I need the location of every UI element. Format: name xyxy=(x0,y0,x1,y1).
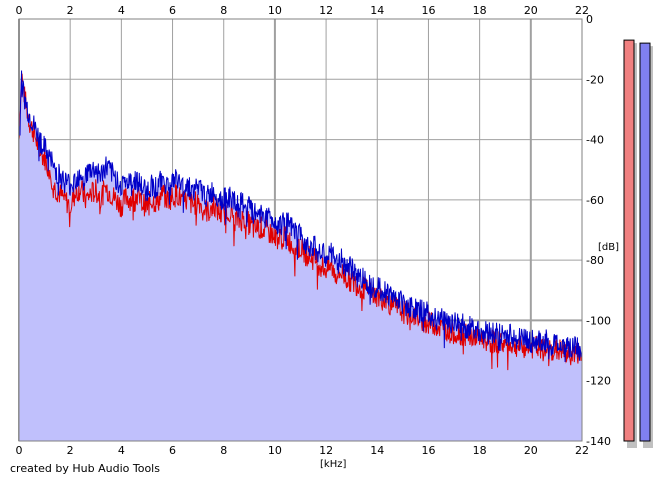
y-tick-4: -80 xyxy=(586,254,604,267)
x-tick-bottom-8: 16 xyxy=(421,444,435,457)
x-tick-top-7: 14 xyxy=(370,4,384,17)
x-tick-bottom-5: 10 xyxy=(268,444,282,457)
x-tick-bottom-4: 8 xyxy=(220,444,227,457)
x-tick-labels-top: 0 2 4 6 8 10 12 14 16 18 20 22 xyxy=(16,4,590,17)
y-tick-6: -120 xyxy=(586,375,611,388)
y-tick-5: -100 xyxy=(586,314,611,327)
x-tick-bottom-2: 4 xyxy=(118,444,125,457)
y-tick-7: -140 xyxy=(586,435,611,448)
x-tick-top-10: 20 xyxy=(524,4,538,17)
level-meter-1 xyxy=(639,42,651,442)
x-tick-top-4: 8 xyxy=(220,4,227,17)
x-tick-top-11: 22 xyxy=(575,4,589,17)
credit-text: created by Hub Audio Tools xyxy=(10,462,160,475)
x-tick-top-0: 0 xyxy=(16,4,23,17)
y-tick-0: 0 xyxy=(586,13,593,26)
x-tick-bottom-11: 22 xyxy=(575,444,589,457)
y-tick-3: -60 xyxy=(586,194,604,207)
x-tick-top-1: 2 xyxy=(67,4,74,17)
x-axis-label: [kHz] xyxy=(320,459,346,470)
level-meter-0 xyxy=(623,39,635,442)
x-tick-top-5: 10 xyxy=(268,4,282,17)
level-meters xyxy=(623,39,653,448)
x-tick-labels-bottom: 0 2 4 6 8 10 12 14 16 18 20 22 xyxy=(16,444,590,457)
x-tick-bottom-10: 20 xyxy=(524,444,538,457)
y-tick-labels: 0 -20 -40 -60 -80 -100 -120 -140 xyxy=(586,13,611,448)
x-tick-top-6: 12 xyxy=(319,4,333,17)
y-tick-1: -20 xyxy=(586,73,604,86)
x-tick-top-9: 18 xyxy=(473,4,487,17)
x-tick-bottom-9: 18 xyxy=(473,444,487,457)
x-tick-top-8: 16 xyxy=(421,4,435,17)
x-tick-top-3: 6 xyxy=(169,4,176,17)
series-blue-line xyxy=(18,70,583,362)
y-axis-label: [dB] xyxy=(598,242,619,253)
x-tick-bottom-3: 6 xyxy=(169,444,176,457)
x-tick-bottom-0: 0 xyxy=(16,444,23,457)
plot-border xyxy=(18,18,583,442)
x-tick-bottom-6: 12 xyxy=(319,444,333,457)
x-tick-bottom-1: 2 xyxy=(67,444,74,457)
x-tick-top-2: 4 xyxy=(118,4,125,17)
x-tick-bottom-7: 14 xyxy=(370,444,384,457)
y-tick-2: -40 xyxy=(586,134,604,147)
